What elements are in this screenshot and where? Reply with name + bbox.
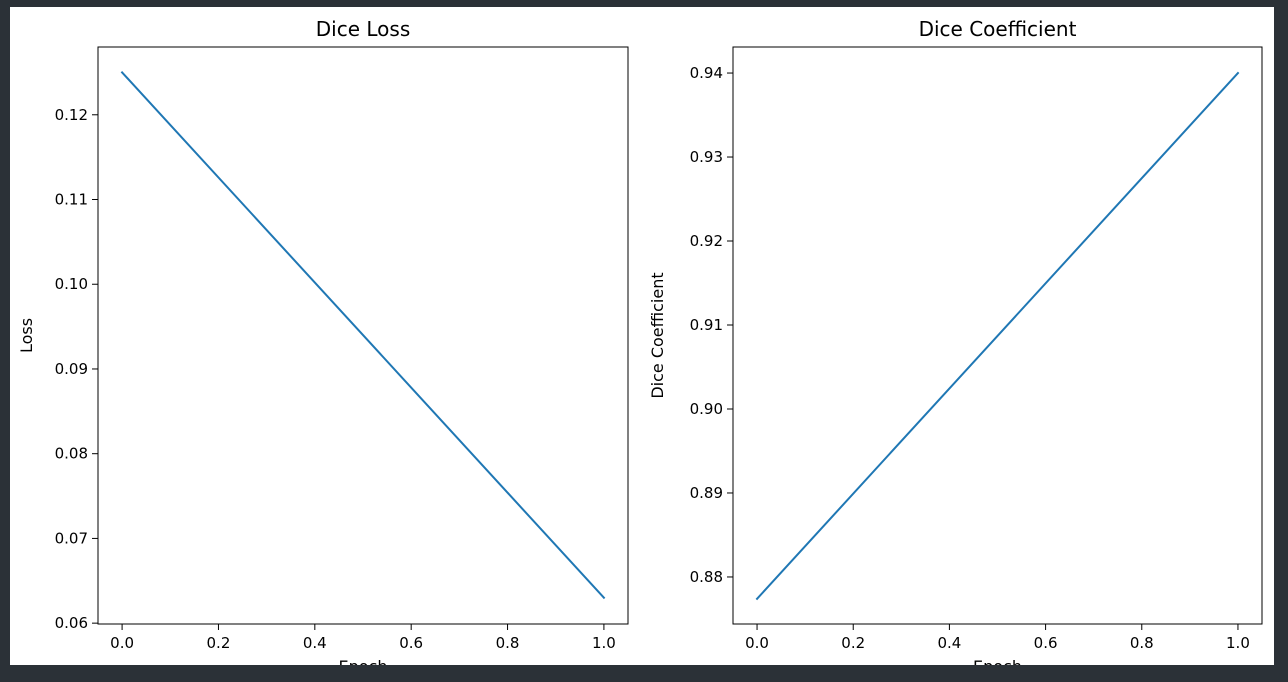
chart-1-xtick-label: 0.0 <box>110 634 134 652</box>
chart-1-ytick-label: 0.09 <box>55 360 88 378</box>
chart-1-series-line <box>120 71 606 600</box>
chart-2-ytick-label: 0.90 <box>690 400 723 418</box>
figure: Dice Loss 0.0 0.2 0.4 0.6 0.8 1.0 0.06 0.07 0.08 0… <box>10 7 1274 665</box>
chart-2-series-line <box>755 71 1240 601</box>
chart-2-xtick-label: 0.6 <box>1034 634 1058 652</box>
chart-2-axes-frame <box>732 46 1263 625</box>
chart-2-xtick-label: 0.0 <box>745 634 769 652</box>
chart-2-xlabel: Epoch <box>973 657 1022 665</box>
chart-2-xtick-label: 0.8 <box>1130 634 1154 652</box>
chart-2-ylabel: Dice Coefficient <box>648 272 667 398</box>
chart-2-ytick-label: 0.93 <box>690 148 723 166</box>
chart-2-ytick-label: 0.89 <box>690 484 723 502</box>
chart-2-title: Dice Coefficient <box>919 17 1077 41</box>
chart-2-xtick-label: 1.0 <box>1226 634 1250 652</box>
chart-1-title: Dice Loss <box>316 17 410 41</box>
chart-1-ytick-label: 0.08 <box>55 445 88 463</box>
chart-1-ytick-label: 0.06 <box>55 614 88 632</box>
chart-1-xtick-label: 0.8 <box>496 634 520 652</box>
chart-1-ytick-label: 0.10 <box>55 275 88 293</box>
figure-svg: Dice Loss 0.0 0.2 0.4 0.6 0.8 1.0 0.06 0.07 0.08 0… <box>17 17 1263 665</box>
chart-1-axes-frame <box>97 46 629 625</box>
chart-1-ytick-label: 0.11 <box>55 191 88 209</box>
chart-1-xlabel: Epoch <box>339 657 388 665</box>
chart-1-xtick-label: 0.6 <box>399 634 423 652</box>
chart-1-ytick-label: 0.07 <box>55 529 88 547</box>
chart-2-ytick-label: 0.91 <box>690 316 723 334</box>
chart-1-ylabel: Loss <box>17 318 36 353</box>
chart-2-xtick-label: 0.4 <box>937 634 961 652</box>
chart-2-ytick-label: 0.92 <box>690 232 723 250</box>
chart-1-ytick-label: 0.12 <box>55 106 88 124</box>
chart-2-ytick-label: 0.88 <box>690 568 723 586</box>
chart-1-xtick-label: 0.4 <box>303 634 327 652</box>
chart-2-xtick-label: 0.2 <box>841 634 865 652</box>
chart-1-xtick-label: 1.0 <box>592 634 616 652</box>
chart-2-ytick-label: 0.94 <box>690 64 723 82</box>
chart-1-xtick-label: 0.2 <box>207 634 231 652</box>
